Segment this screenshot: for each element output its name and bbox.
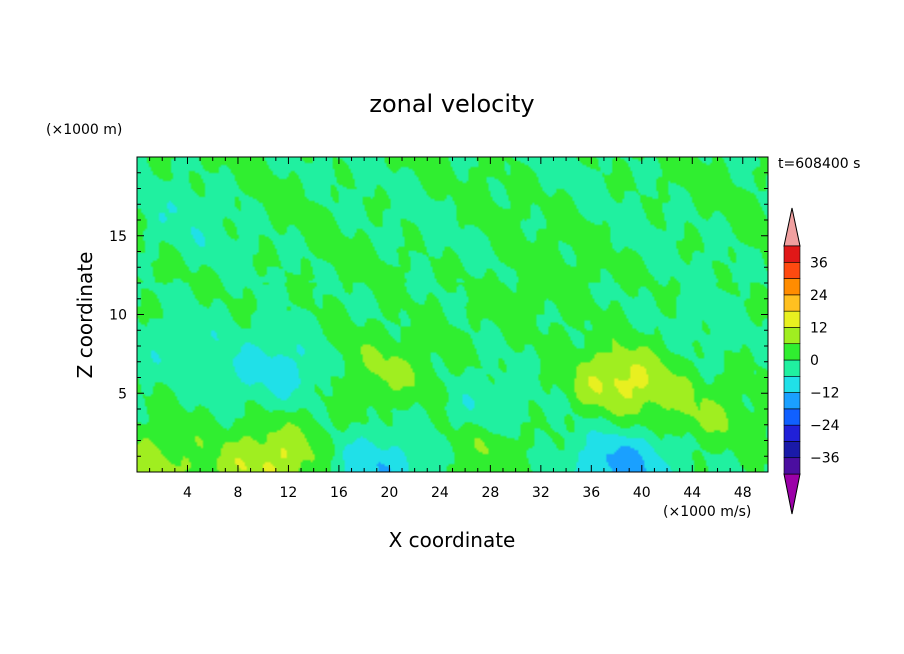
x-tick-label: 28 xyxy=(481,485,499,501)
x-tick-label: 12 xyxy=(280,485,298,501)
velocity-contour-field xyxy=(137,157,768,472)
colorbar-swatch xyxy=(783,278,801,296)
colorbar-min-arrow xyxy=(783,473,801,515)
colorbar-swatch xyxy=(783,261,801,279)
x-tick-label: 24 xyxy=(431,485,449,501)
x-tick-label: 16 xyxy=(330,485,348,501)
colorbar-max-arrow xyxy=(783,207,801,247)
x-tick-label: 44 xyxy=(683,485,701,501)
colorbar-label: −36 xyxy=(810,451,840,467)
x-tick-label: 48 xyxy=(734,485,752,501)
colorbar-swatch xyxy=(783,245,801,263)
colorbar-label: 24 xyxy=(810,288,828,304)
colorbar-swatch xyxy=(783,408,801,426)
x-tick-label: 32 xyxy=(532,485,550,501)
y-tick-label: 15 xyxy=(109,229,127,245)
colorbar-label: 36 xyxy=(810,255,828,271)
y-unit-label: (×1000 m) xyxy=(46,122,122,138)
axis-ticks xyxy=(137,157,768,472)
colorbar-swatch xyxy=(783,327,801,345)
colorbar xyxy=(783,207,801,515)
x-unit-label: (×1000 m/s) xyxy=(663,504,751,520)
y-axis-label: Z coordinate xyxy=(73,252,97,379)
x-tick-labels: 4 8 12 16 20 24 28 32 36 40 44 48 xyxy=(183,485,752,501)
colorbar-swatch xyxy=(783,359,801,377)
colorbar-labels: 36 24 12 0 −12 −24 −36 xyxy=(810,255,840,466)
x-tick-label: 20 xyxy=(380,485,398,501)
y-tick-label: 5 xyxy=(118,386,127,402)
colorbar-swatch xyxy=(783,310,801,328)
colorbar-label: −12 xyxy=(810,386,840,402)
x-tick-label: 4 xyxy=(183,485,192,501)
y-tick-label: 10 xyxy=(109,308,127,324)
colorbar-swatch xyxy=(783,424,801,442)
chart-title: zonal velocity xyxy=(369,90,534,118)
colorbar-swatch xyxy=(783,343,801,361)
x-tick-label: 40 xyxy=(633,485,651,501)
colorbar-label: 12 xyxy=(810,320,828,336)
time-label: t=608400 s xyxy=(778,156,860,172)
colorbar-swatch xyxy=(783,441,801,459)
colorbar-swatch xyxy=(783,392,801,410)
plot-area xyxy=(136,156,769,473)
x-tick-label: 36 xyxy=(582,485,600,501)
x-tick-label: 8 xyxy=(233,485,242,501)
colorbar-label: −24 xyxy=(810,418,840,434)
colorbar-label: 0 xyxy=(810,353,819,369)
y-tick-labels: 5 10 15 xyxy=(109,229,127,403)
x-axis-label: X coordinate xyxy=(389,528,516,552)
colorbar-swatch xyxy=(783,457,801,475)
colorbar-swatch xyxy=(783,294,801,312)
colorbar-swatch xyxy=(783,375,801,393)
